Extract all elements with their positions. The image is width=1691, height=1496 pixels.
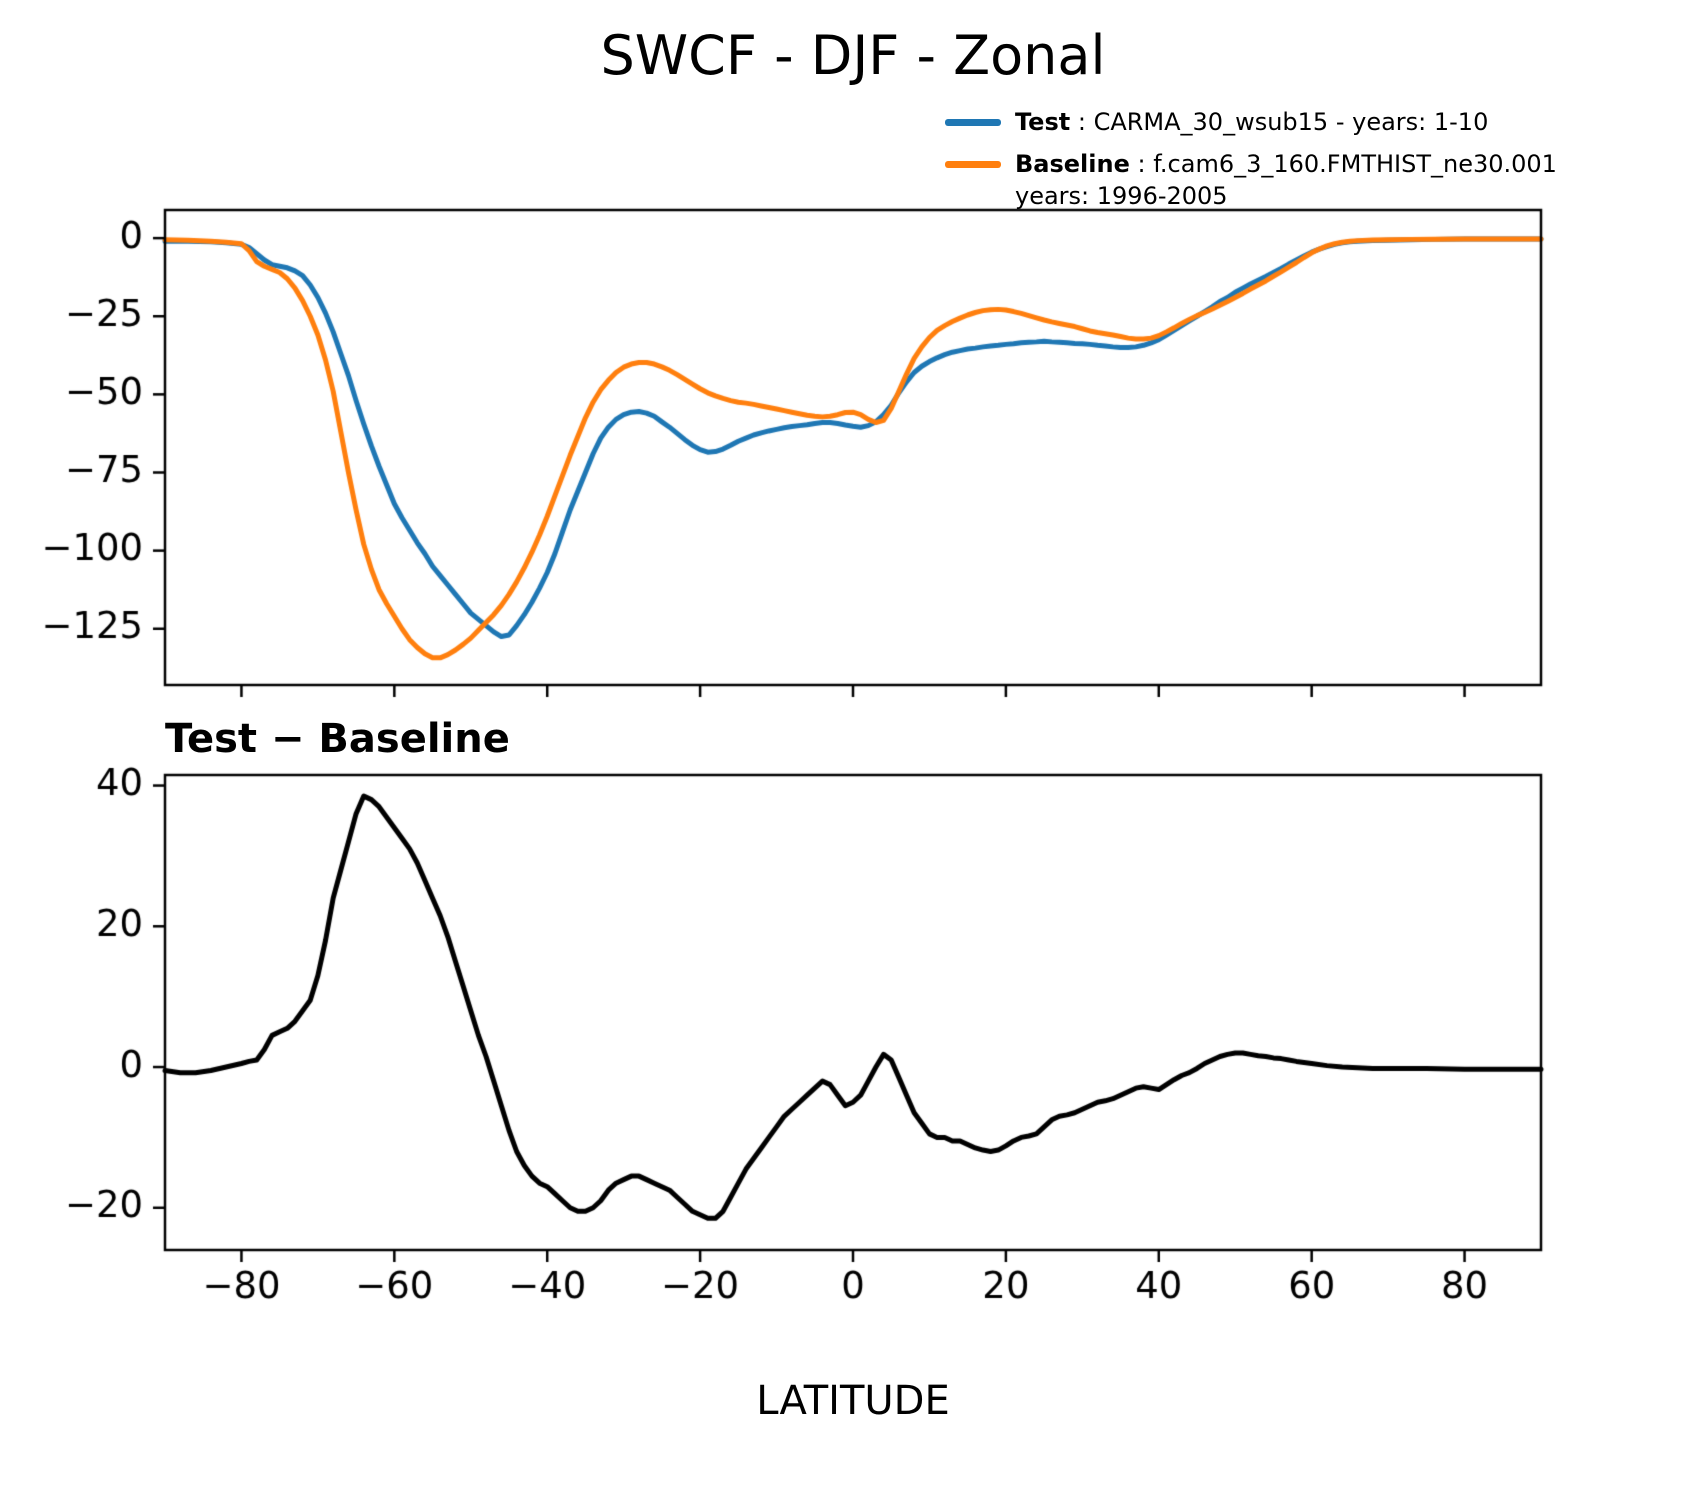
- panel2-title: Test − Baseline: [165, 716, 510, 762]
- legend-baseline-label: Baseline: [1015, 150, 1130, 178]
- legend-test-text: Test : CARMA_30_wsub15 - years: 1-10: [1015, 106, 1488, 138]
- legend-baseline-desc: : f.cam6_3_160.FMTHIST_ne30.001: [1129, 150, 1557, 178]
- legend-baseline-text: Baseline : f.cam6_3_160.FMTHIST_ne30.001…: [1015, 148, 1557, 212]
- test-line-swatch: [945, 119, 1001, 126]
- baseline-line-swatch: [945, 161, 1001, 168]
- x-axis-label: LATITUDE: [756, 1378, 950, 1424]
- legend-item-test: Test : CARMA_30_wsub15 - years: 1-10: [945, 106, 1565, 138]
- legend-test-label: Test: [1015, 108, 1071, 136]
- legend: Test : CARMA_30_wsub15 - years: 1-10 Bas…: [945, 106, 1565, 222]
- chart-title: SWCF - DJF - Zonal: [600, 24, 1106, 87]
- legend-test-desc: : CARMA_30_wsub15 - years: 1-10: [1070, 108, 1489, 136]
- legend-baseline-years: years: 1996-2005: [1015, 182, 1228, 210]
- legend-item-baseline: Baseline : f.cam6_3_160.FMTHIST_ne30.001…: [945, 148, 1565, 212]
